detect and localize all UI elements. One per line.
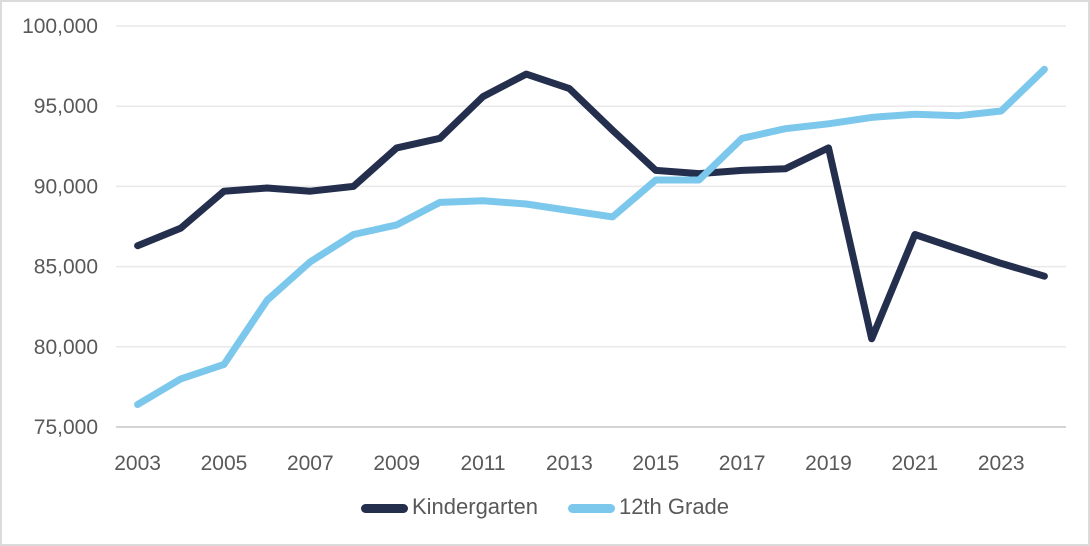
- y-tick-label: 100,000: [22, 15, 98, 38]
- x-tick-label: 2005: [201, 452, 248, 475]
- x-tick-label: 2009: [373, 452, 420, 475]
- y-tick-label: 90,000: [34, 175, 98, 198]
- legend: Kindergarten 12th Grade: [2, 496, 1088, 520]
- legend-item-kindergarten: Kindergarten: [360, 494, 538, 520]
- legend-label-kindergarten: Kindergarten: [411, 494, 538, 519]
- x-tick-label: 2007: [287, 452, 334, 475]
- y-tick-label: 75,000: [34, 416, 98, 439]
- x-tick-label: 2021: [892, 452, 939, 475]
- 12th-grade-line: [134, 65, 1048, 408]
- twelfth-grade-swatch-icon: [567, 503, 615, 513]
- x-tick-label: 2017: [719, 452, 766, 475]
- kindergarten-swatch-icon: [360, 503, 408, 513]
- legend-label-12th-grade: 12th Grade: [618, 494, 730, 519]
- y-tick-label: 80,000: [34, 336, 98, 359]
- x-tick-label: 2019: [805, 452, 852, 475]
- x-tick-label: 2023: [978, 452, 1025, 475]
- y-tick-label: 95,000: [34, 95, 98, 118]
- x-tick-label: 2015: [632, 452, 679, 475]
- kindergarten-line: [134, 70, 1048, 343]
- x-tick-label: 2003: [114, 452, 161, 475]
- y-tick-label: 85,000: [34, 256, 98, 279]
- x-tick-label: 2013: [546, 452, 593, 475]
- x-tick-label: 2011: [460, 452, 505, 475]
- legend-item-12th-grade: 12th Grade: [567, 494, 730, 520]
